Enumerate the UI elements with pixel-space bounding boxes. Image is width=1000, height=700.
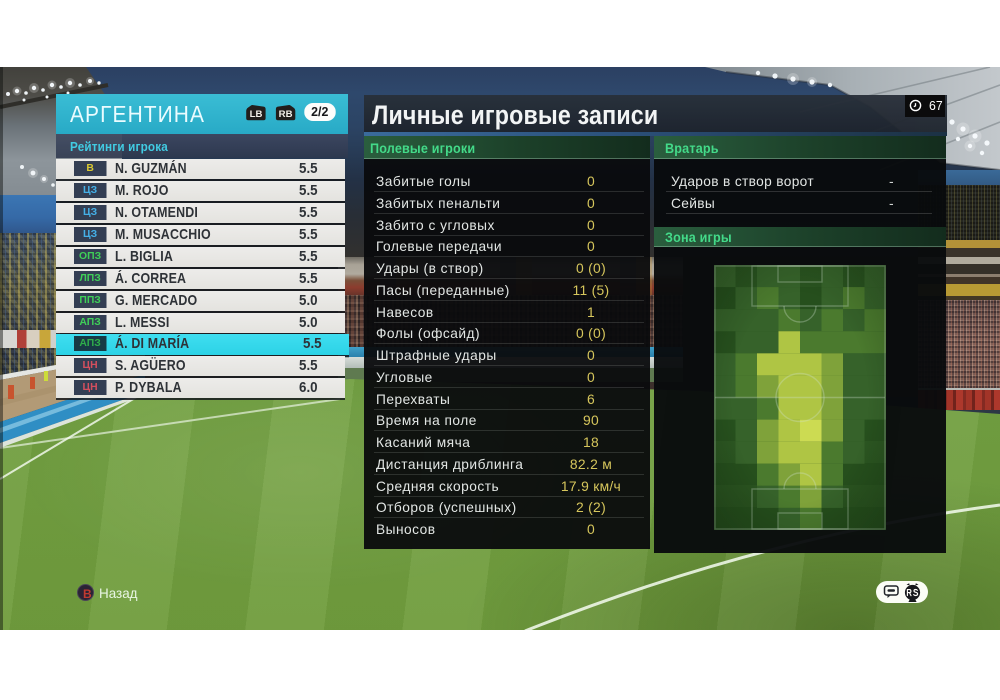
svg-text:RB: RB [279, 109, 293, 120]
svg-text:LB: LB [250, 109, 263, 120]
